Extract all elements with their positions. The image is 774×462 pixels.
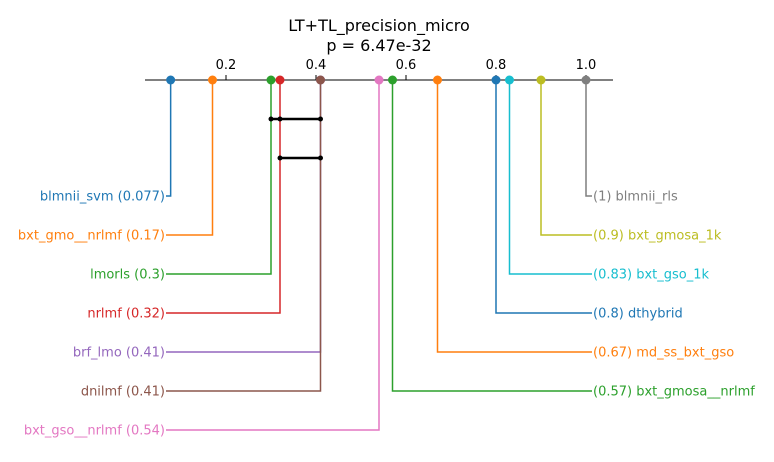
clique-dot <box>268 116 274 122</box>
method-label: lmorls (0.3) <box>90 268 165 283</box>
method-label: (0.9) bxt_gmosa_1k <box>593 229 722 244</box>
tick-label: 0.2 <box>216 58 237 73</box>
method-marker <box>433 75 442 85</box>
method-marker <box>266 75 276 85</box>
method-marker <box>275 75 285 85</box>
method-marker <box>505 75 514 85</box>
method-marker <box>208 75 217 85</box>
tick-label: 0.4 <box>306 58 327 73</box>
method-line <box>495 80 592 314</box>
chart-title: LT+TL_precision_micro <box>288 16 470 36</box>
method-marker <box>581 75 591 85</box>
tick-label: 0.6 <box>396 58 417 73</box>
method-lines <box>166 80 592 431</box>
tick-label: 1.0 <box>576 58 597 73</box>
method-line <box>166 80 281 314</box>
method-label: nrlmf (0.32) <box>87 307 165 322</box>
method-line <box>166 80 322 392</box>
method-label: bxt_gmo__nrlmf (0.17) <box>18 229 165 244</box>
method-label: (0.83) bxt_gso_1k <box>593 268 710 283</box>
method-marker <box>536 75 546 85</box>
tick-label: 0.8 <box>486 58 507 73</box>
method-line <box>166 80 172 197</box>
clique-dot <box>277 155 283 161</box>
chart-subtitle: p = 6.47e-32 <box>326 36 431 55</box>
method-marker <box>166 75 176 85</box>
method-marker <box>491 75 501 85</box>
method-label: (0.8) dthybrid <box>593 307 683 322</box>
method-label: bxt_gso__nrlmf (0.54) <box>24 424 165 439</box>
method-label: (0.57) bxt_gmosa__nrlmf <box>593 385 755 400</box>
method-line <box>540 80 592 236</box>
method-label: dnilmf (0.41) <box>81 385 165 400</box>
method-line <box>585 80 592 197</box>
clique-dot <box>318 116 323 122</box>
method-labels: blmnii_svm (0.077) bxt_gmo__nrlmf (0.17) l… <box>18 190 755 439</box>
method-marker <box>374 75 384 85</box>
method-line <box>166 80 322 353</box>
method-marker <box>316 75 325 85</box>
clique-dot <box>318 155 323 161</box>
method-line <box>391 80 592 392</box>
clique-dot <box>277 116 283 122</box>
clique-bars <box>268 116 323 161</box>
method-label: blmnii_svm (0.077) <box>40 190 165 205</box>
method-line <box>166 80 214 236</box>
method-label: (1) blmnii_rls <box>593 190 678 205</box>
method-markers <box>166 75 591 85</box>
method-label: brf_lmo (0.41) <box>73 346 165 361</box>
method-line <box>508 80 592 275</box>
method-line <box>166 80 272 275</box>
method-marker <box>388 75 397 85</box>
method-line <box>436 80 592 353</box>
method-line <box>166 80 380 431</box>
method-label: (0.67) md_ss_bxt_gso <box>593 346 734 361</box>
